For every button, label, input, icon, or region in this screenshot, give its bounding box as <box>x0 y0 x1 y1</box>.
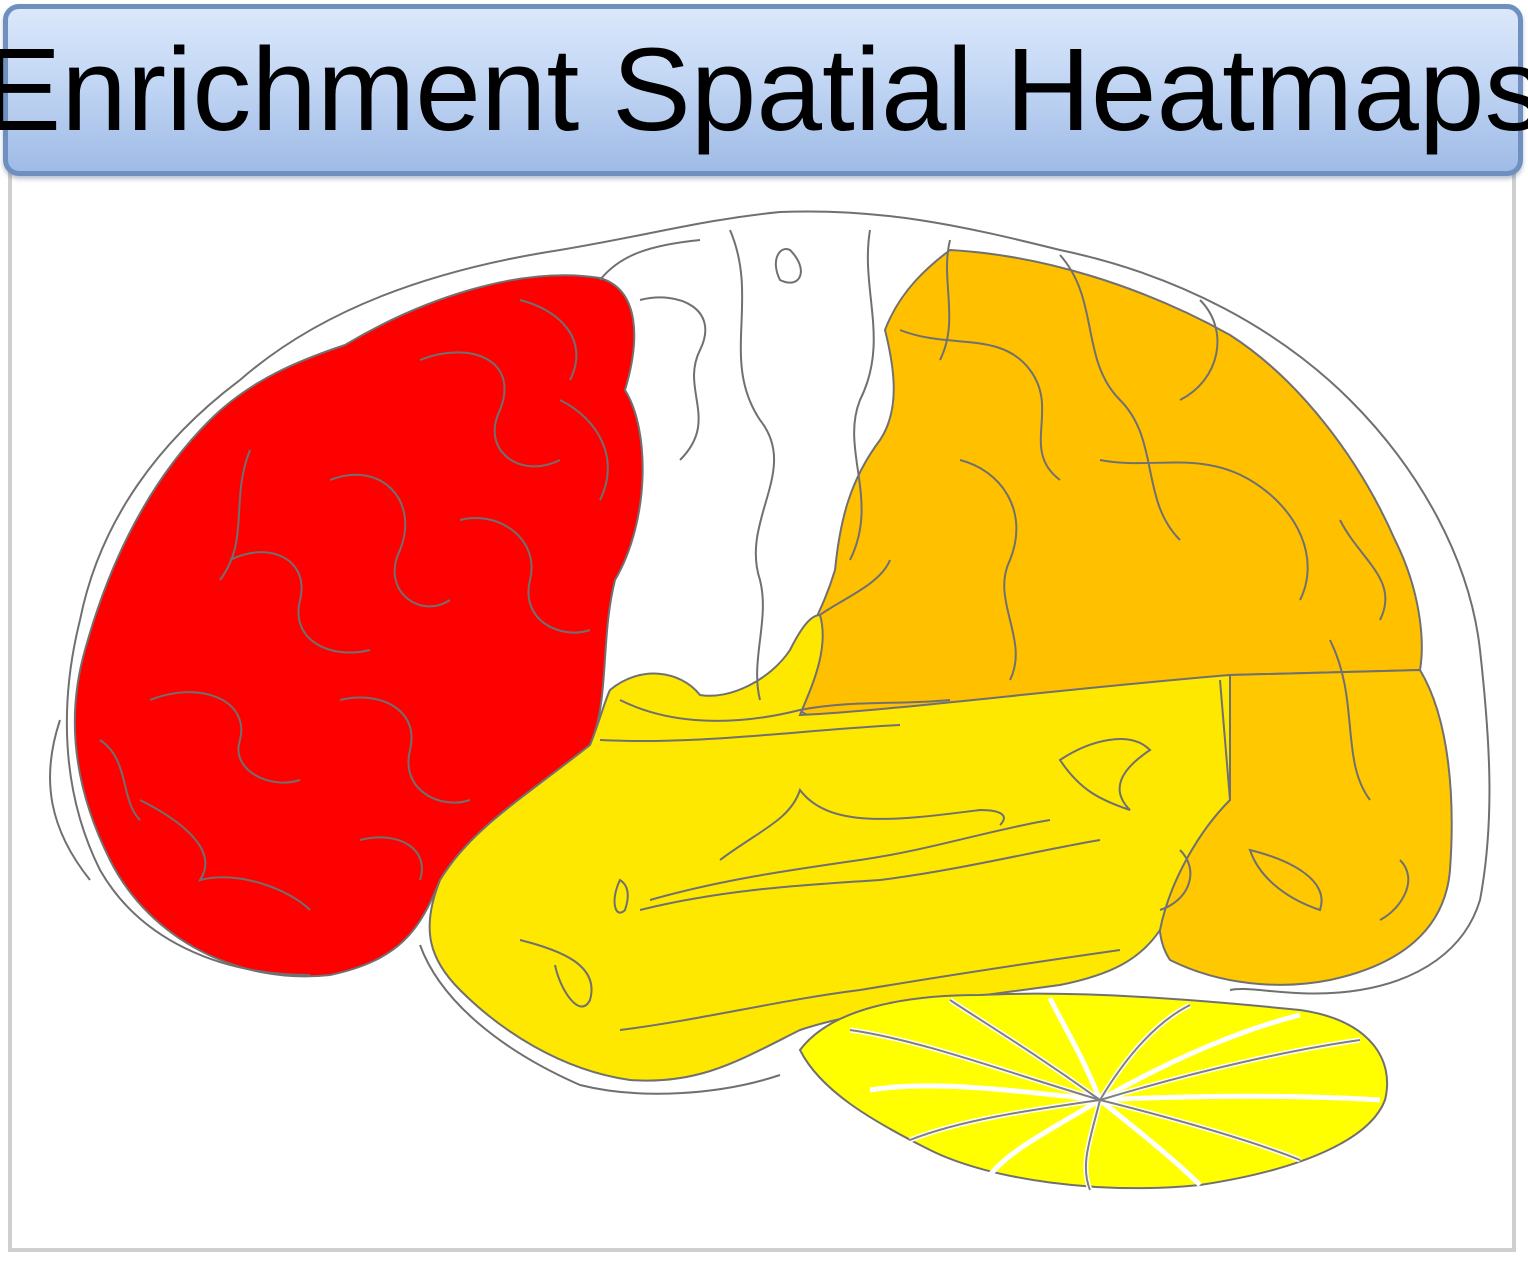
brain-outline <box>49 210 1491 1095</box>
page-title: Enrichment Spatial Heatmaps <box>0 24 1528 156</box>
parietal-lobe <box>788 248 1423 723</box>
cerebellum-folia-outline <box>849 999 1361 1191</box>
temporal-lobe <box>428 613 1231 1082</box>
title-banner: Enrichment Spatial Heatmaps <box>0 4 1528 176</box>
